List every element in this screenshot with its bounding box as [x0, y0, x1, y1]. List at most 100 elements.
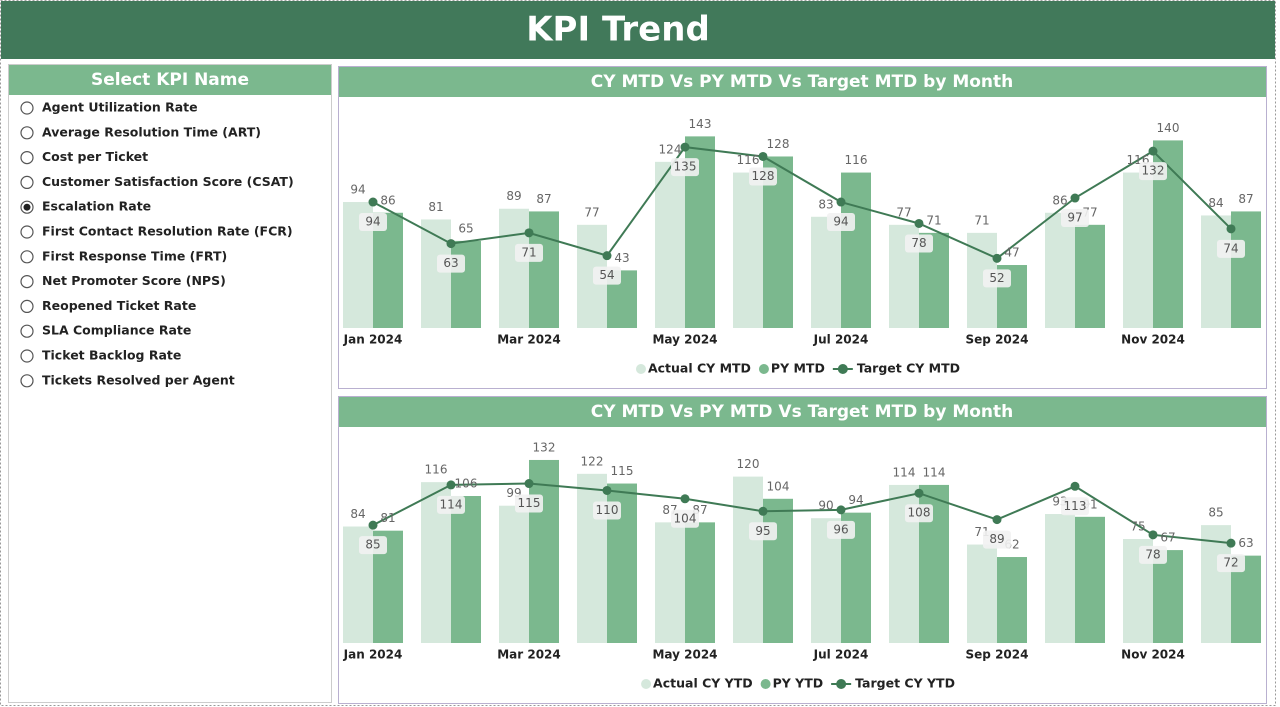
x-tick-label: Nov 2024: [1121, 333, 1185, 347]
radio-button[interactable]: [20, 101, 34, 115]
data-label: 110: [596, 503, 619, 517]
data-label: 89: [989, 532, 1004, 546]
radio-button[interactable]: [20, 349, 34, 363]
kpi-option[interactable]: Net Promoter Score (NPS): [20, 273, 226, 289]
kpi-panel: [8, 64, 332, 703]
kpi-option-label[interactable]: Average Resolution Time (ART): [42, 124, 261, 139]
bar: [733, 172, 763, 328]
bar: [1075, 516, 1105, 643]
line-point: [1148, 530, 1158, 540]
data-label: 67: [1160, 531, 1175, 545]
data-label: 96: [833, 522, 848, 536]
data-label: 81: [380, 511, 395, 525]
kpi-option[interactable]: Ticket Backlog Rate: [20, 348, 181, 363]
bar: [733, 476, 763, 643]
radio-button[interactable]: [20, 225, 34, 239]
radio-button[interactable]: [20, 250, 34, 264]
x-tick-label: Jul 2024: [813, 333, 869, 347]
line-point: [1226, 224, 1236, 234]
data-label: 94: [350, 183, 365, 197]
kpi-option[interactable]: First Response Time (FRT): [20, 248, 227, 264]
data-label: 47: [1004, 246, 1019, 260]
data-label-box: [983, 530, 1011, 549]
kpi-option-label[interactable]: Customer Satisfaction Score (CSAT): [42, 174, 294, 189]
bar: [499, 208, 529, 328]
kpi-option[interactable]: Reopened Ticket Rate: [20, 298, 196, 313]
radio-button[interactable]: [20, 126, 34, 140]
line-point: [446, 239, 456, 249]
data-label-box: [515, 243, 543, 262]
data-label-box: [827, 520, 855, 539]
kpi-option-label[interactable]: Reopened Ticket Rate: [42, 298, 196, 313]
kpi-option-label[interactable]: First Response Time (FRT): [42, 248, 227, 263]
data-label: 85: [1208, 506, 1223, 520]
line-point: [368, 197, 378, 207]
kpi-option[interactable]: Agent Utilization Rate: [20, 100, 198, 115]
data-label-box: [1217, 239, 1245, 258]
data-label: 77: [584, 205, 599, 219]
bar: [685, 522, 715, 643]
bar: [451, 496, 481, 643]
data-label: 85: [365, 538, 380, 552]
kpi-option[interactable]: Average Resolution Time (ART): [20, 124, 261, 140]
data-label-box: [1217, 554, 1245, 573]
kpi-option[interactable]: Customer Satisfaction Score (CSAT): [20, 174, 294, 189]
radio-button[interactable]: [20, 275, 34, 289]
data-label: 84: [1208, 196, 1223, 210]
data-label: 116: [845, 153, 868, 167]
bar: [451, 240, 481, 328]
data-label-box: [1139, 162, 1167, 181]
kpi-option[interactable]: First Contact Resolution Rate (FCR): [20, 224, 293, 239]
kpi-option[interactable]: SLA Compliance Rate: [20, 323, 191, 338]
kpi-option-label[interactable]: First Contact Resolution Rate (FCR): [42, 224, 293, 239]
data-label: 63: [1238, 536, 1253, 550]
x-tick-label: Sep 2024: [966, 648, 1029, 662]
x-tick-label: May 2024: [652, 648, 717, 662]
bar: [577, 473, 607, 643]
data-label-box: [671, 509, 699, 528]
radio-button[interactable]: [20, 374, 34, 388]
kpi-option-label[interactable]: Net Promoter Score (NPS): [42, 273, 226, 288]
data-label: 116: [425, 463, 448, 477]
data-label: 71: [521, 245, 536, 259]
kpi-option-label[interactable]: SLA Compliance Rate: [42, 323, 191, 338]
data-label: 104: [767, 479, 790, 493]
chart-title-bar: [339, 397, 1266, 427]
data-label: 116: [737, 153, 760, 167]
x-tick-label: Mar 2024: [497, 333, 561, 347]
radio-button[interactable]: [20, 151, 34, 165]
radio-button[interactable]: [20, 299, 34, 313]
kpi-option-label[interactable]: Tickets Resolved per Agent: [42, 372, 235, 387]
data-label: 132: [1142, 164, 1165, 178]
legend-marker: [837, 364, 848, 374]
line-point: [524, 479, 534, 489]
data-label: 84: [350, 507, 365, 521]
bar: [1201, 215, 1231, 328]
legend-marker: [836, 679, 847, 689]
data-label: 86: [1052, 193, 1067, 207]
legend-marker: [758, 364, 769, 374]
kpi-option-label[interactable]: Escalation Rate: [42, 199, 151, 214]
chart-title-bar: [339, 67, 1266, 97]
radio-button[interactable]: [20, 175, 34, 189]
line: [372, 482, 1232, 545]
radio-button[interactable]: [20, 324, 34, 338]
header-bar: [1, 1, 1275, 59]
bar: [811, 518, 841, 643]
kpi-option[interactable]: Tickets Resolved per Agent: [20, 372, 235, 388]
kpi-option[interactable]: Cost per Ticket: [20, 149, 148, 165]
data-label: 108: [908, 506, 931, 520]
chart-title: CY MTD Vs PY MTD Vs Target MTD by Month: [591, 402, 1014, 422]
legend: Actual CY YTD PY YTD Target CY YTD: [641, 676, 955, 691]
kpi-option[interactable]: Escalation Rate: [20, 199, 151, 214]
line-point: [1226, 538, 1236, 548]
kpi-option-label[interactable]: Ticket Backlog Rate: [42, 348, 181, 363]
kpi-option-label[interactable]: Cost per Ticket: [42, 149, 148, 164]
data-label-box: [359, 213, 387, 232]
legend: Actual CY MTD PY MTD Target CY MTD: [635, 361, 960, 376]
data-label: 114: [440, 497, 463, 511]
kpi-option-label[interactable]: Agent Utilization Rate: [42, 100, 198, 115]
radio-dot: [23, 203, 31, 211]
data-label: 124: [659, 142, 682, 156]
